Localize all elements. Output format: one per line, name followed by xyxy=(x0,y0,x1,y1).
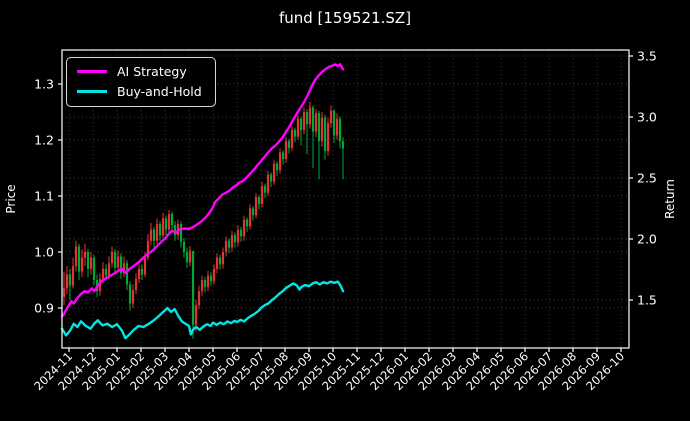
y-left-tick-label: 1.1 xyxy=(34,189,54,204)
y-left-axis-label: Price xyxy=(4,184,18,213)
y-right-tick-label: 2.5 xyxy=(637,171,657,186)
chart-title: fund [159521.SZ] xyxy=(279,9,411,27)
legend-line-swatch-buy-and-hold xyxy=(77,90,107,93)
legend: AI Strategy Buy-and-Hold xyxy=(66,57,216,107)
y-right-axis-label: Return xyxy=(663,179,677,219)
y-left-tick-labels: 0.9 1.0 1.1 1.2 1.3 xyxy=(34,77,54,316)
y-right-tick-label: 3.0 xyxy=(637,110,657,125)
y-right-tick-label: 1.5 xyxy=(637,293,657,308)
buy-and-hold-line xyxy=(60,280,345,340)
tick-marks xyxy=(58,55,633,352)
y-left-tick-label: 0.9 xyxy=(34,301,54,316)
legend-label-ai-strategy: AI Strategy xyxy=(117,64,187,79)
legend-line-swatch-ai-strategy xyxy=(77,70,107,73)
y-right-tick-label: 3.5 xyxy=(637,49,657,64)
legend-item-ai-strategy: AI Strategy xyxy=(77,65,202,78)
x-tick-labels: 2024-112024-122025-012025-022025-032025-… xyxy=(31,349,627,393)
legend-label-buy-and-hold: Buy-and-Hold xyxy=(117,84,202,99)
plot-border xyxy=(61,49,630,349)
y-left-tick-label: 1.2 xyxy=(34,133,54,148)
candlestick-series xyxy=(62,101,345,339)
ai-strategy-line xyxy=(60,63,345,318)
y-left-tick-label: 1.3 xyxy=(34,77,54,92)
y-left-tick-label: 1.0 xyxy=(34,245,54,260)
y-right-tick-label: 2.0 xyxy=(637,232,657,247)
legend-item-buy-and-hold: Buy-and-Hold xyxy=(77,85,202,98)
gridlines xyxy=(62,50,629,348)
y-right-tick-labels: 1.5 2.0 2.5 3.0 3.5 xyxy=(637,49,657,308)
